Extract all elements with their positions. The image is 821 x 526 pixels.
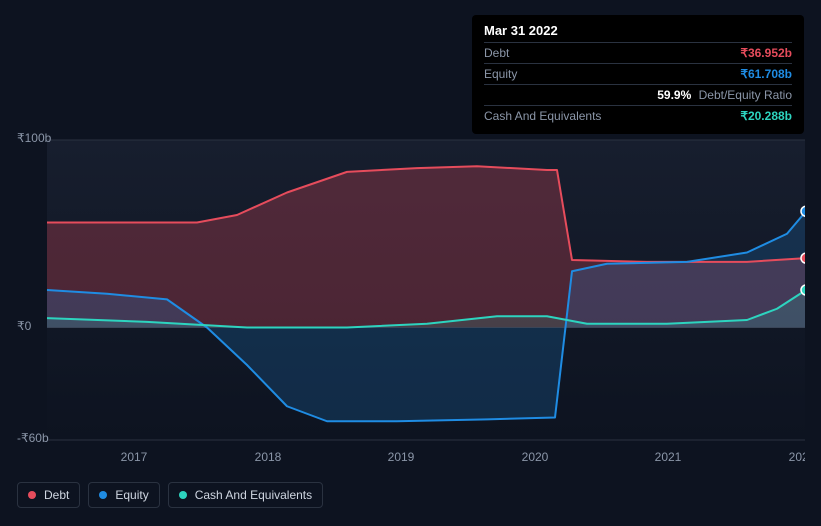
right-mask [805,0,821,526]
tooltip-debt-label: Debt [484,46,509,60]
x-axis-label: 2018 [255,450,282,464]
legend-label-cash: Cash And Equivalents [195,488,312,502]
tooltip-cash-label: Cash And Equivalents [484,109,601,123]
tooltip-debt-value: ₹36.952b [740,46,792,60]
tooltip-equity-label: Equity [484,67,517,81]
x-axis-label: 2021 [655,450,682,464]
legend-label-equity: Equity [115,488,148,502]
y-axis-label: ₹0 [17,319,31,333]
legend-dot-debt [28,491,36,499]
legend-item-equity[interactable]: Equity [88,482,159,508]
tooltip-row-debt: Debt ₹36.952b [484,42,792,63]
tooltip-row-cash: Cash And Equivalents ₹20.288b [484,105,792,126]
x-axis-label: 2017 [121,450,148,464]
tooltip-row-ratio: 59.9% Debt/Equity Ratio [484,84,792,105]
chart-legend: Debt Equity Cash And Equivalents [17,482,323,508]
financial-chart[interactable]: ₹100b₹0-₹60b201720182019202020212022 [17,140,806,440]
x-axis-label: 2019 [388,450,415,464]
tooltip-cash-value: ₹20.288b [740,109,792,123]
legend-dot-cash [179,491,187,499]
x-axis-label: 2020 [522,450,549,464]
legend-item-cash[interactable]: Cash And Equivalents [168,482,323,508]
legend-dot-equity [99,491,107,499]
tooltip-title: Mar 31 2022 [484,23,792,42]
tooltip-ratio-value: 59.9% [657,88,691,102]
tooltip-ratio-label: Debt/Equity Ratio [699,88,792,102]
legend-label-debt: Debt [44,488,69,502]
y-axis-label: -₹60b [17,431,49,445]
tooltip-equity-value: ₹61.708b [740,67,792,81]
y-axis-label: ₹100b [17,131,51,145]
tooltip-row-equity: Equity ₹61.708b [484,63,792,84]
chart-svg [17,140,806,440]
legend-item-debt[interactable]: Debt [17,482,80,508]
tooltip-ratio: 59.9% Debt/Equity Ratio [657,88,792,102]
chart-tooltip: Mar 31 2022 Debt ₹36.952b Equity ₹61.708… [472,15,804,134]
